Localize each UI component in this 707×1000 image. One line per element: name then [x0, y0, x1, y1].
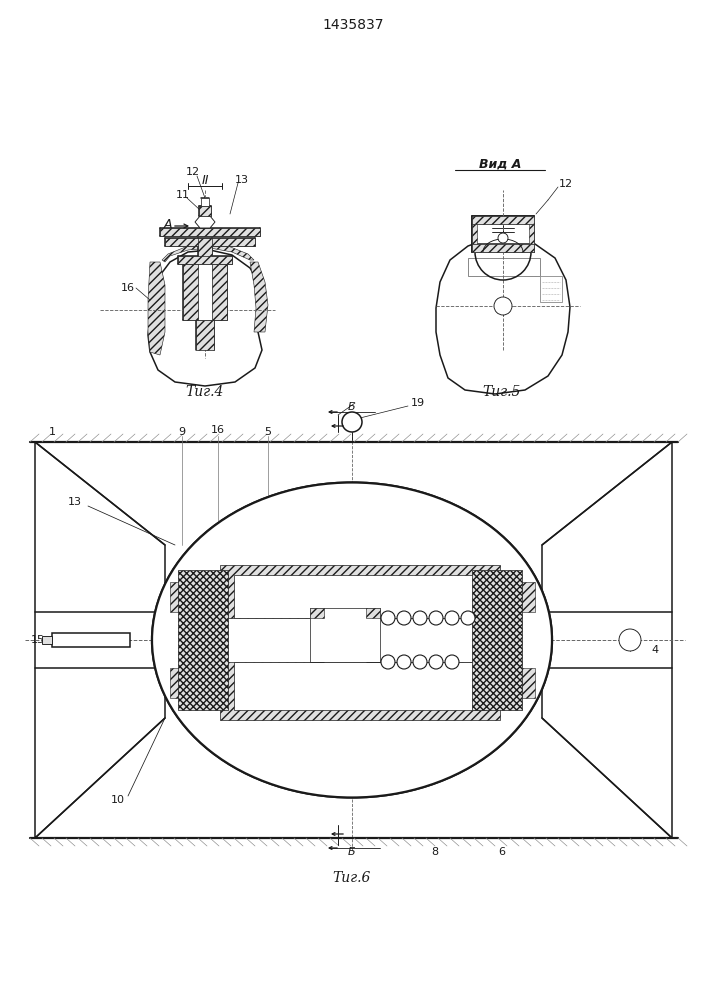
Bar	[234, 575, 486, 618]
Text: 10: 10	[111, 795, 125, 805]
Polygon shape	[310, 608, 380, 662]
Text: Τиг.4: Τиг.4	[186, 385, 224, 399]
Text: 1: 1	[49, 427, 56, 437]
Ellipse shape	[152, 483, 552, 798]
Polygon shape	[196, 320, 214, 350]
Text: 8: 8	[431, 847, 438, 857]
Polygon shape	[162, 244, 254, 262]
Text: 11: 11	[176, 190, 190, 200]
Circle shape	[381, 611, 395, 625]
Polygon shape	[195, 216, 215, 228]
Text: 13: 13	[68, 497, 82, 507]
Circle shape	[429, 611, 443, 625]
Polygon shape	[198, 238, 212, 260]
Text: 19: 19	[411, 398, 425, 408]
Circle shape	[342, 412, 362, 432]
Polygon shape	[178, 570, 228, 710]
Circle shape	[498, 233, 508, 243]
Circle shape	[413, 655, 427, 669]
Ellipse shape	[152, 483, 552, 798]
Circle shape	[397, 611, 411, 625]
Text: 16: 16	[211, 425, 225, 435]
Bar	[199, 206, 211, 216]
Text: 12: 12	[186, 167, 200, 177]
Circle shape	[619, 629, 641, 651]
Bar	[198, 264, 212, 320]
Polygon shape	[220, 565, 500, 618]
Polygon shape	[183, 264, 227, 320]
Circle shape	[397, 655, 411, 669]
Ellipse shape	[171, 501, 533, 779]
Circle shape	[429, 655, 443, 669]
Text: Τиг.5: Τиг.5	[483, 385, 521, 399]
Polygon shape	[436, 238, 570, 394]
Polygon shape	[472, 244, 534, 252]
Circle shape	[494, 297, 512, 315]
Text: Б: Б	[348, 402, 356, 412]
Bar	[234, 662, 486, 710]
Polygon shape	[148, 250, 265, 386]
Bar	[42, 636, 52, 644]
Text: 1435837: 1435837	[322, 18, 384, 32]
Polygon shape	[529, 224, 534, 244]
Text: 5: 5	[264, 427, 271, 437]
Text: Вид A: Вид A	[479, 157, 521, 170]
Polygon shape	[497, 668, 535, 698]
Text: 9: 9	[178, 427, 185, 437]
Polygon shape	[35, 442, 165, 838]
Polygon shape	[472, 570, 522, 710]
Text: A: A	[164, 219, 173, 232]
Polygon shape	[366, 608, 380, 618]
Circle shape	[445, 611, 459, 625]
Polygon shape	[165, 238, 255, 246]
Circle shape	[381, 655, 395, 669]
Bar	[52, 633, 130, 647]
Bar	[468, 258, 540, 276]
Circle shape	[413, 611, 427, 625]
Text: 13: 13	[235, 175, 249, 185]
Polygon shape	[472, 224, 477, 244]
Polygon shape	[250, 262, 268, 332]
Polygon shape	[472, 216, 534, 224]
Circle shape	[445, 655, 459, 669]
Text: 16: 16	[121, 283, 135, 293]
Circle shape	[461, 611, 475, 625]
Bar	[201, 198, 209, 206]
Text: 6: 6	[498, 847, 506, 857]
Polygon shape	[160, 228, 260, 236]
Text: Б: Б	[348, 847, 356, 857]
Polygon shape	[170, 668, 218, 698]
Polygon shape	[148, 262, 165, 355]
Text: 4: 4	[651, 645, 658, 655]
Polygon shape	[542, 442, 672, 838]
Polygon shape	[497, 582, 535, 612]
Text: 15: 15	[31, 635, 45, 645]
Polygon shape	[220, 662, 500, 720]
Bar	[540, 276, 562, 302]
Polygon shape	[310, 608, 324, 618]
Text: Τиг.6: Τиг.6	[333, 871, 371, 885]
Text: 12: 12	[559, 179, 573, 189]
Text: II: II	[201, 174, 209, 186]
Text: L: L	[305, 694, 312, 706]
Polygon shape	[178, 256, 232, 264]
Polygon shape	[170, 582, 218, 612]
Bar	[472, 216, 534, 252]
